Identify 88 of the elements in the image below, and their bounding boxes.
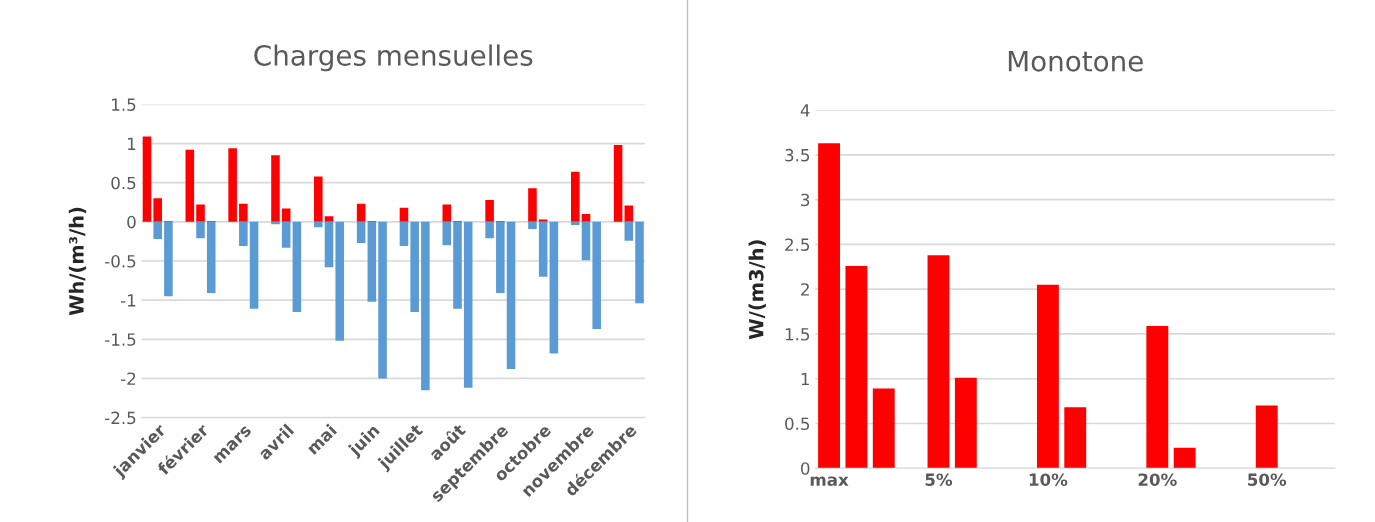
bar <box>281 208 291 222</box>
bar <box>314 221 323 228</box>
bar <box>153 221 162 240</box>
bar <box>485 221 494 239</box>
bar <box>314 176 323 222</box>
y-tick-label: -2 <box>120 372 136 385</box>
x-tick-label: max <box>810 476 849 486</box>
bar <box>164 221 173 297</box>
y-tick-label: 4 <box>800 104 810 117</box>
y-tick-label: 2.5 <box>785 238 810 251</box>
bar <box>378 221 387 379</box>
bar <box>496 221 505 294</box>
bar <box>818 143 840 469</box>
bar <box>954 377 977 469</box>
x-tick-label: 10% <box>1029 473 1068 486</box>
x-tick-label: 20% <box>1138 473 1177 486</box>
bar <box>228 148 237 222</box>
y-tick-label: 1.5 <box>112 98 136 111</box>
y-tick-label: 0 <box>801 462 810 475</box>
bar <box>324 216 334 222</box>
bar <box>356 203 366 222</box>
y-axis-title: W/(m3/h) <box>748 240 766 340</box>
bar <box>635 221 644 304</box>
bar <box>1255 405 1278 469</box>
y-tick-label: 0 <box>127 215 136 229</box>
bar <box>485 199 494 222</box>
bar <box>453 221 462 309</box>
bar <box>271 155 280 222</box>
bar <box>239 203 248 222</box>
bar <box>356 221 366 243</box>
bar <box>528 188 537 222</box>
bar <box>399 221 409 247</box>
bar <box>281 221 291 248</box>
bar <box>624 221 634 241</box>
bar <box>142 136 152 222</box>
bar <box>1173 447 1196 469</box>
bar <box>528 221 537 229</box>
bar <box>570 221 580 225</box>
bar <box>367 221 377 302</box>
y-tick-label: -1 <box>120 294 136 307</box>
y-tick-label: 2 <box>801 283 809 296</box>
bar <box>249 221 259 309</box>
bar <box>153 198 162 222</box>
bar <box>442 221 452 246</box>
bar <box>506 221 516 370</box>
y-tick-label: 0.5 <box>785 417 810 431</box>
bar <box>538 221 548 277</box>
bar <box>206 221 216 294</box>
bar <box>1036 284 1059 469</box>
bar <box>335 221 344 341</box>
bar <box>324 221 334 268</box>
bar <box>185 149 195 222</box>
bar <box>442 204 452 222</box>
bar <box>463 221 473 388</box>
y-axis-title: Wh/(m³/h) <box>68 207 87 316</box>
y-tick-label: -1.5 <box>105 333 136 346</box>
x-tick-label: 50% <box>1248 473 1287 486</box>
bar <box>581 221 591 261</box>
bar <box>592 221 601 330</box>
x-tick-label: 5% <box>925 473 953 486</box>
bar <box>196 221 205 239</box>
bar <box>1146 325 1169 469</box>
bar <box>1064 407 1087 469</box>
y-tick-label: 1.5 <box>785 328 810 341</box>
bar <box>271 221 280 225</box>
y-tick-label: 1 <box>127 137 136 150</box>
bar <box>410 221 419 312</box>
bar <box>872 388 895 469</box>
bar <box>624 205 634 222</box>
y-tick-label: 0.5 <box>111 176 136 190</box>
y-tick-label: 1 <box>801 372 809 386</box>
bar <box>196 204 205 222</box>
bar <box>613 145 623 222</box>
y-tick-label: -0.5 <box>105 254 136 268</box>
bar <box>845 265 868 469</box>
chart-title: Monotone <box>1008 51 1143 72</box>
y-tick-label: -2.5 <box>105 411 136 425</box>
bar <box>570 171 580 222</box>
y-tick-label: 3 <box>801 193 810 207</box>
bar <box>239 221 248 247</box>
bar <box>927 255 950 469</box>
chart-title: Charges mensuelles <box>254 44 533 72</box>
bar <box>549 221 559 354</box>
bar <box>292 221 302 312</box>
bar <box>421 221 430 391</box>
bar <box>399 207 409 222</box>
bar <box>581 214 591 222</box>
y-tick-label: 3.5 <box>785 148 810 162</box>
